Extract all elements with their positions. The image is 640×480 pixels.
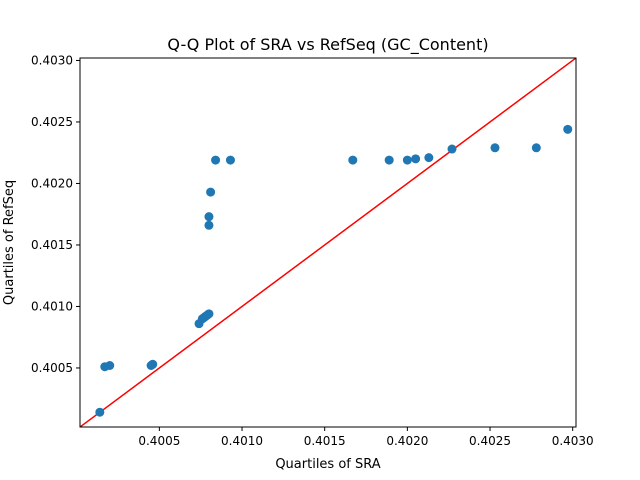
- y-axis-ticks: 0.4005 0.4010 0.4015 0.4020 0.4025 0.4030: [31, 53, 80, 375]
- data-point: [204, 220, 214, 230]
- x-axis-ticks: 0.4005 0.4010 0.4015 0.4020 0.4025 0.4030: [138, 427, 594, 448]
- y-tick-label: 0.4010: [31, 299, 73, 313]
- data-point: [348, 155, 358, 165]
- x-tick-label: 0.4010: [221, 434, 263, 448]
- points-layer: [95, 124, 573, 417]
- data-point: [531, 143, 541, 153]
- data-point: [105, 361, 115, 370]
- data-point: [402, 155, 412, 165]
- data-point: [95, 407, 105, 417]
- y-axis-label: Quartiles of RefSeq: [2, 180, 17, 305]
- data-point: [411, 154, 421, 164]
- x-axis-label: Quartiles of SRA: [275, 457, 380, 472]
- data-point: [148, 359, 158, 369]
- plot-frame: [79, 57, 577, 428]
- data-point: [204, 212, 214, 222]
- y-tick-label: 0.4020: [31, 176, 73, 190]
- x-tick-label: 0.4030: [552, 434, 594, 448]
- chart-title: Q-Q Plot of SRA vs RefSeq (GC_Content): [167, 35, 488, 55]
- x-tick-label: 0.4015: [304, 434, 346, 448]
- data-point: [206, 187, 216, 197]
- reference-line-layer: [80, 58, 576, 427]
- y-tick-label: 0.4005: [31, 361, 73, 375]
- y-tick-label: 0.4025: [31, 115, 73, 129]
- data-point: [211, 155, 221, 165]
- data-point: [384, 155, 394, 165]
- x-tick-label: 0.4005: [138, 434, 180, 448]
- x-tick-label: 0.4025: [469, 434, 511, 448]
- data-point: [447, 144, 457, 154]
- y-tick-label: 0.4015: [31, 238, 73, 252]
- data-point: [424, 153, 434, 163]
- data-point: [204, 309, 214, 319]
- y-tick-label: 0.4030: [31, 53, 73, 67]
- reference-line: [80, 58, 576, 427]
- data-point: [225, 155, 235, 165]
- plot-area: [79, 57, 577, 428]
- x-tick-label: 0.4020: [386, 434, 428, 448]
- data-point: [563, 124, 573, 134]
- data-point: [490, 143, 500, 153]
